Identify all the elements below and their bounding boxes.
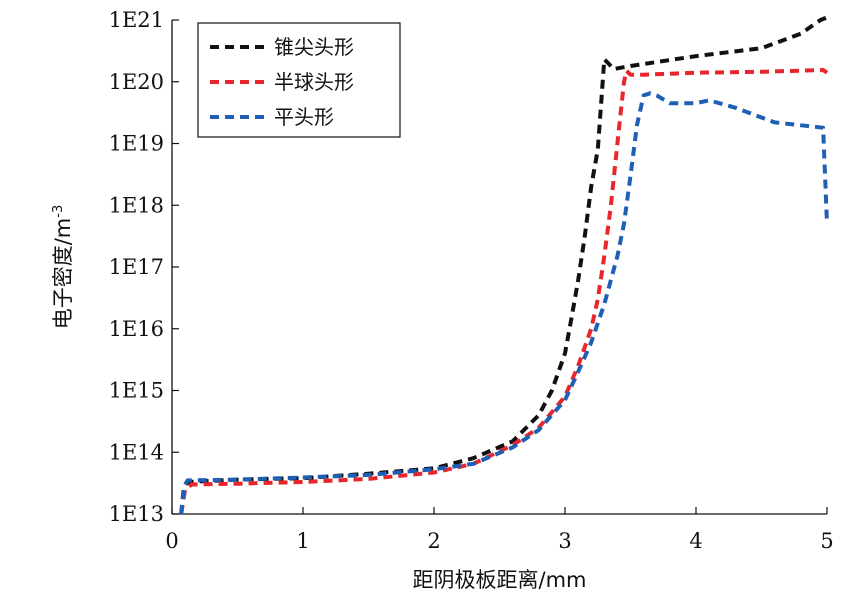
y-tick-label: 1E13 — [109, 502, 164, 526]
y-axis-title-main: 电子密度/m — [51, 218, 75, 330]
series-line-3 — [179, 91, 829, 515]
x-axis-title: 距阴极板距离/mm — [413, 568, 587, 592]
y-tick-label: 1E16 — [109, 317, 164, 341]
y-tick-label: 1E14 — [109, 440, 164, 464]
y-tick-label: 1E19 — [109, 132, 164, 156]
x-axis-ticks: 0 1 2 3 4 5 — [165, 507, 834, 553]
series-line-2 — [179, 68, 829, 515]
x-tick-label: 1 — [296, 529, 309, 553]
x-tick-label: 4 — [689, 529, 702, 553]
legend-label-3: 平头形 — [274, 105, 334, 129]
y-tick-label: 1E21 — [109, 8, 164, 32]
y-axis-ticks: 1E13 1E14 1E15 1E16 1E17 1E18 1E19 1E20 1E21 — [109, 8, 179, 526]
x-tick-label: 2 — [427, 529, 440, 553]
legend-label-2: 半球头形 — [274, 70, 354, 94]
y-tick-label: 1E17 — [109, 255, 164, 279]
y-tick-label: 1E15 — [109, 379, 164, 403]
y-axis-title-superscript: -3 — [51, 205, 66, 218]
legend-label-1: 锥尖头形 — [274, 35, 354, 59]
series-layer — [179, 15, 829, 515]
x-tick-label: 0 — [165, 529, 178, 553]
y-tick-label: 1E18 — [109, 193, 164, 217]
y-tick-label: 1E20 — [109, 70, 164, 94]
x-tick-label: 5 — [820, 529, 833, 553]
y-axis-title: 电子密度/m-3 — [51, 205, 75, 330]
x-tick-label: 3 — [558, 529, 571, 553]
